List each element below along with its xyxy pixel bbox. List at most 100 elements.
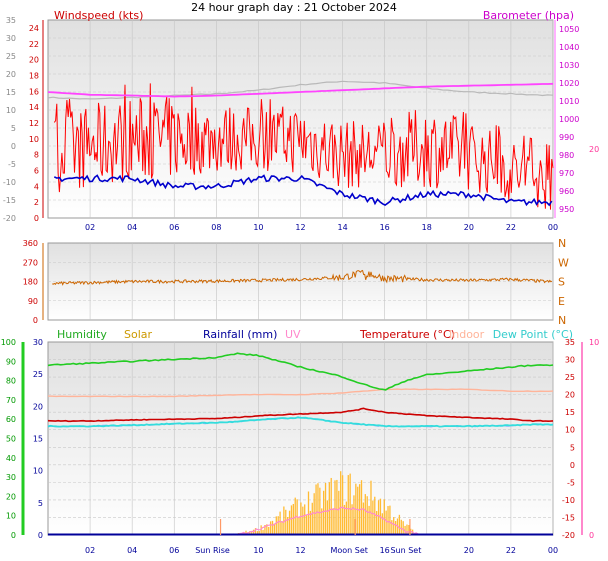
legend-label: Solar xyxy=(124,328,153,341)
barometer-tick-label: 990 xyxy=(559,133,574,142)
temperature-tick-label: -5 xyxy=(567,478,575,487)
barometer-tick-label: 1010 xyxy=(559,97,579,106)
barometer-tick-label: 1050 xyxy=(559,25,579,34)
solar-rain-tick-label: 0 xyxy=(38,531,43,540)
barometer-tick-label: 1000 xyxy=(559,115,579,124)
solar-rain-tick-label: 20 xyxy=(33,402,43,411)
wind-outer-tick-label: -5 xyxy=(8,160,16,169)
climate-x-tick-label: 02 xyxy=(85,546,95,555)
humidity-tick-label: 100 xyxy=(1,338,16,347)
wind-speed-tick-label: 4 xyxy=(34,182,39,191)
wind-speed-tick-label: 12 xyxy=(29,119,39,128)
uv-tick-label: 10 xyxy=(589,338,599,347)
humidity-line xyxy=(47,352,554,391)
wind-x-tick-label: 12 xyxy=(295,223,305,232)
wind-outer-tick-label: 25 xyxy=(6,52,16,61)
wind-x-tick-label: 10 xyxy=(253,223,263,232)
temperature-tick-label: 35 xyxy=(565,338,575,347)
humidity-tick-label: 60 xyxy=(6,415,16,424)
humidity-tick-label: 20 xyxy=(6,492,16,501)
barometer-tick-label: 980 xyxy=(559,151,574,160)
wind-speed-tick-label: 24 xyxy=(29,24,39,33)
uv-tick-label: 0 xyxy=(589,531,594,540)
temperature-tick-label: 20 xyxy=(565,391,575,400)
humidity-tick-label: 50 xyxy=(6,435,16,444)
solar-rain-tick-label: 15 xyxy=(33,435,43,444)
humidity-tick-label: 70 xyxy=(6,396,16,405)
direction-tick-label: 180 xyxy=(23,278,38,287)
chart-title: 24 hour graph day : 21 October 2024 xyxy=(191,1,397,14)
temperature-tick-label: -15 xyxy=(562,513,575,522)
barometer-tick-label: 960 xyxy=(559,187,574,196)
wind-speed-tick-label: 0 xyxy=(34,214,39,223)
barometer-previous-line xyxy=(47,80,554,100)
wind-x-tick-label: 00 xyxy=(548,223,558,232)
compass-point-label: W xyxy=(558,256,569,269)
climate-x-tick-label: 06 xyxy=(169,546,179,555)
temperature-tick-label: 30 xyxy=(565,356,575,365)
wind-outer-tick-label: -10 xyxy=(3,178,16,187)
wind-outer-tick-label: 0 xyxy=(11,142,16,151)
panel-wind-series xyxy=(47,80,554,210)
barometer-tick-label: 950 xyxy=(559,205,574,214)
wind-speed-tick-label: 8 xyxy=(34,151,39,160)
humidity-tick-label: 90 xyxy=(6,357,16,366)
indoor-temperature-line xyxy=(47,388,554,398)
temperature-tick-label: 0 xyxy=(570,461,575,470)
wind-x-tick-label: 18 xyxy=(422,223,432,232)
legend-windspeed: Windspeed (kts) xyxy=(54,9,143,22)
solar-rain-tick-label: 30 xyxy=(33,338,43,347)
solar-rain-tick-label: 5 xyxy=(38,499,43,508)
wind-x-tick-label: 02 xyxy=(85,223,95,232)
legend-barometer: Barometer (hpa) xyxy=(483,9,574,22)
climate-x-tick-label: 10 xyxy=(253,546,263,555)
wind-outer-tick-label: 10 xyxy=(6,106,16,115)
barometer-tick-label: 1030 xyxy=(559,61,579,70)
wind-outer-tick-label: -20 xyxy=(3,214,16,223)
wind-x-tick-label: 16 xyxy=(380,223,390,232)
legend-label: Temperature (°C) xyxy=(359,328,455,341)
solar-rain-tick-label: 10 xyxy=(33,467,43,476)
temperature-tick-label: -20 xyxy=(562,531,575,540)
barometer-tick-label: 1040 xyxy=(559,43,579,52)
barometer-tick-label: 1020 xyxy=(559,79,579,88)
direction-tick-label: 360 xyxy=(23,239,38,248)
temperature-tick-label: 15 xyxy=(565,408,575,417)
compass-point-label: S xyxy=(558,276,565,289)
temperature-tick-label: 10 xyxy=(565,426,575,435)
wind-outer-tick-label: 5 xyxy=(11,124,16,133)
wind-outer-tick-label: 15 xyxy=(6,88,16,97)
wind-average-line xyxy=(53,174,553,207)
panel-climate-legend: Humidity Solar Rainfall (mm) UV Temperature … xyxy=(57,328,573,341)
legend-label: Humidity xyxy=(57,328,107,341)
wind-x-tick-label: 14 xyxy=(337,223,347,232)
panel-climate-grid xyxy=(48,342,554,535)
wind-speed-tick-label: 20 xyxy=(29,56,39,65)
wind-speed-tick-label: 6 xyxy=(34,166,39,175)
temperature-tick-label: 5 xyxy=(570,443,575,452)
barometer-tick-label: 970 xyxy=(559,169,574,178)
wind-speed-tick-label: 14 xyxy=(29,103,39,112)
moon-set-label: Moon Set xyxy=(330,546,367,555)
climate-x-tick-label: 04 xyxy=(127,546,137,555)
climate-x-tick-label: 16 xyxy=(380,546,390,555)
legend-label: Dew Point (°C) xyxy=(493,328,573,341)
panel-climate-series xyxy=(47,352,554,536)
climate-x-tick-label: 20 xyxy=(464,546,474,555)
wind-speed-tick-label: 22 xyxy=(29,40,39,49)
uv-tick-label: 20 xyxy=(589,145,599,154)
wind-outer-tick-label: -15 xyxy=(3,196,16,205)
windspeed-line xyxy=(53,83,554,210)
wind-x-tick-label: 04 xyxy=(127,223,137,232)
climate-x-tick-label: 12 xyxy=(295,546,305,555)
sun-set-label: Sun Set xyxy=(390,546,421,555)
solar-rain-tick-label: 25 xyxy=(33,370,43,379)
dew-point-line xyxy=(47,416,554,428)
wind-outer-tick-label: 20 xyxy=(6,70,16,79)
climate-x-tick-label: 00 xyxy=(548,546,558,555)
wind-x-tick-label: 06 xyxy=(169,223,179,232)
wind-speed-tick-label: 16 xyxy=(29,87,39,96)
